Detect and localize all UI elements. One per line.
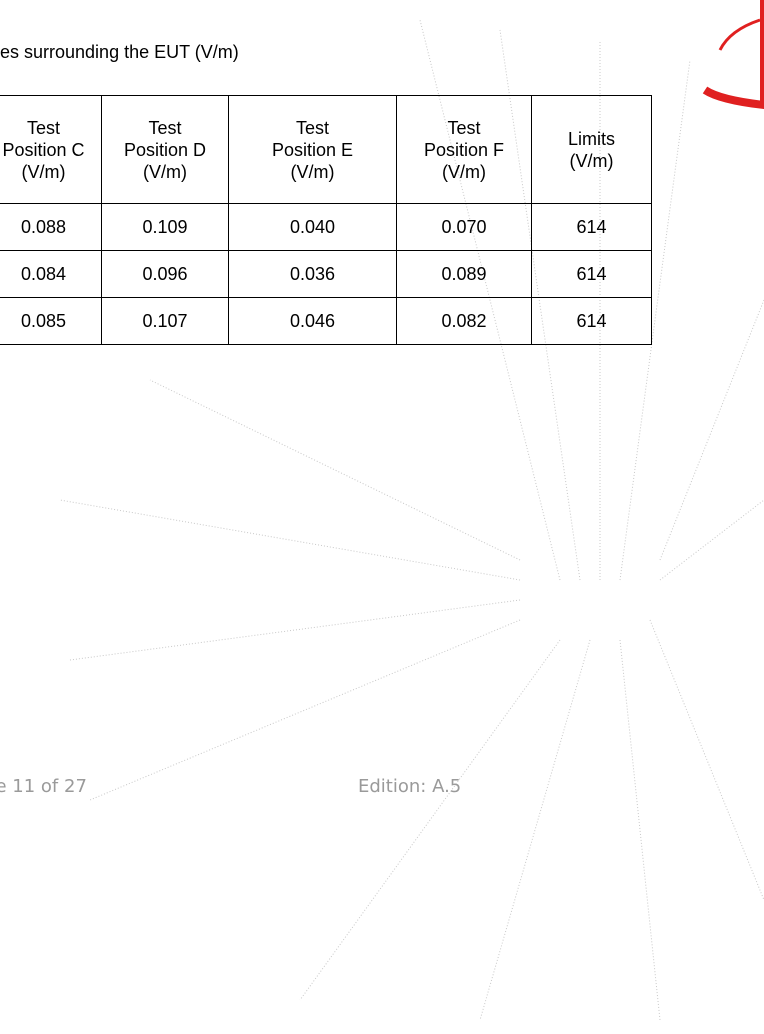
table-cell: 614 bbox=[532, 204, 652, 251]
table-cell: 614 bbox=[532, 298, 652, 345]
table-cell: 0.070 bbox=[397, 204, 532, 251]
table-cell: 0.085 bbox=[0, 298, 102, 345]
header-text: Test Position E (V/m) bbox=[270, 117, 356, 183]
header-cell: Test Position F (V/m) bbox=[397, 96, 532, 204]
table-cell: 614 bbox=[532, 251, 652, 298]
header-cell: Test Position E (V/m) bbox=[229, 96, 397, 204]
header-cell: Test Position D (V/m) bbox=[102, 96, 229, 204]
page: {"document": { "caption": "es surroundin… bbox=[0, 0, 764, 1034]
caption: es surrounding the EUT (V/m) bbox=[0, 42, 239, 63]
table-cell: 0.036 bbox=[229, 251, 397, 298]
table-cell: 0.040 bbox=[229, 204, 397, 251]
edition: Edition: A.5 bbox=[358, 776, 461, 797]
table-cell: 0.109 bbox=[102, 204, 229, 251]
table-cell: 0.082 bbox=[397, 298, 532, 345]
header-text: Test Position C (V/m) bbox=[1, 117, 87, 183]
header-cell: Limits (V/m) bbox=[532, 96, 652, 204]
table-cell: 0.107 bbox=[102, 298, 229, 345]
header-cell: Test Position C (V/m) bbox=[0, 96, 102, 204]
table-cell: 0.096 bbox=[102, 251, 229, 298]
header-text: Test Position F (V/m) bbox=[421, 117, 507, 183]
page-number: Page 11 of 27 bbox=[0, 776, 87, 797]
data-table: Test Position C (V/m) Test Position D (V/… bbox=[0, 95, 652, 345]
table-cell: 0.084 bbox=[0, 251, 102, 298]
table-cell: 0.089 bbox=[397, 251, 532, 298]
header-row: Test Position C (V/m) Test Position D (V/… bbox=[0, 96, 652, 204]
header-text: Limits (V/m) bbox=[549, 128, 635, 172]
header-text: Test Position D (V/m) bbox=[122, 117, 208, 183]
table-cell: 0.088 bbox=[0, 204, 102, 251]
stamp bbox=[700, 0, 764, 110]
table-cell: 0.046 bbox=[229, 298, 397, 345]
